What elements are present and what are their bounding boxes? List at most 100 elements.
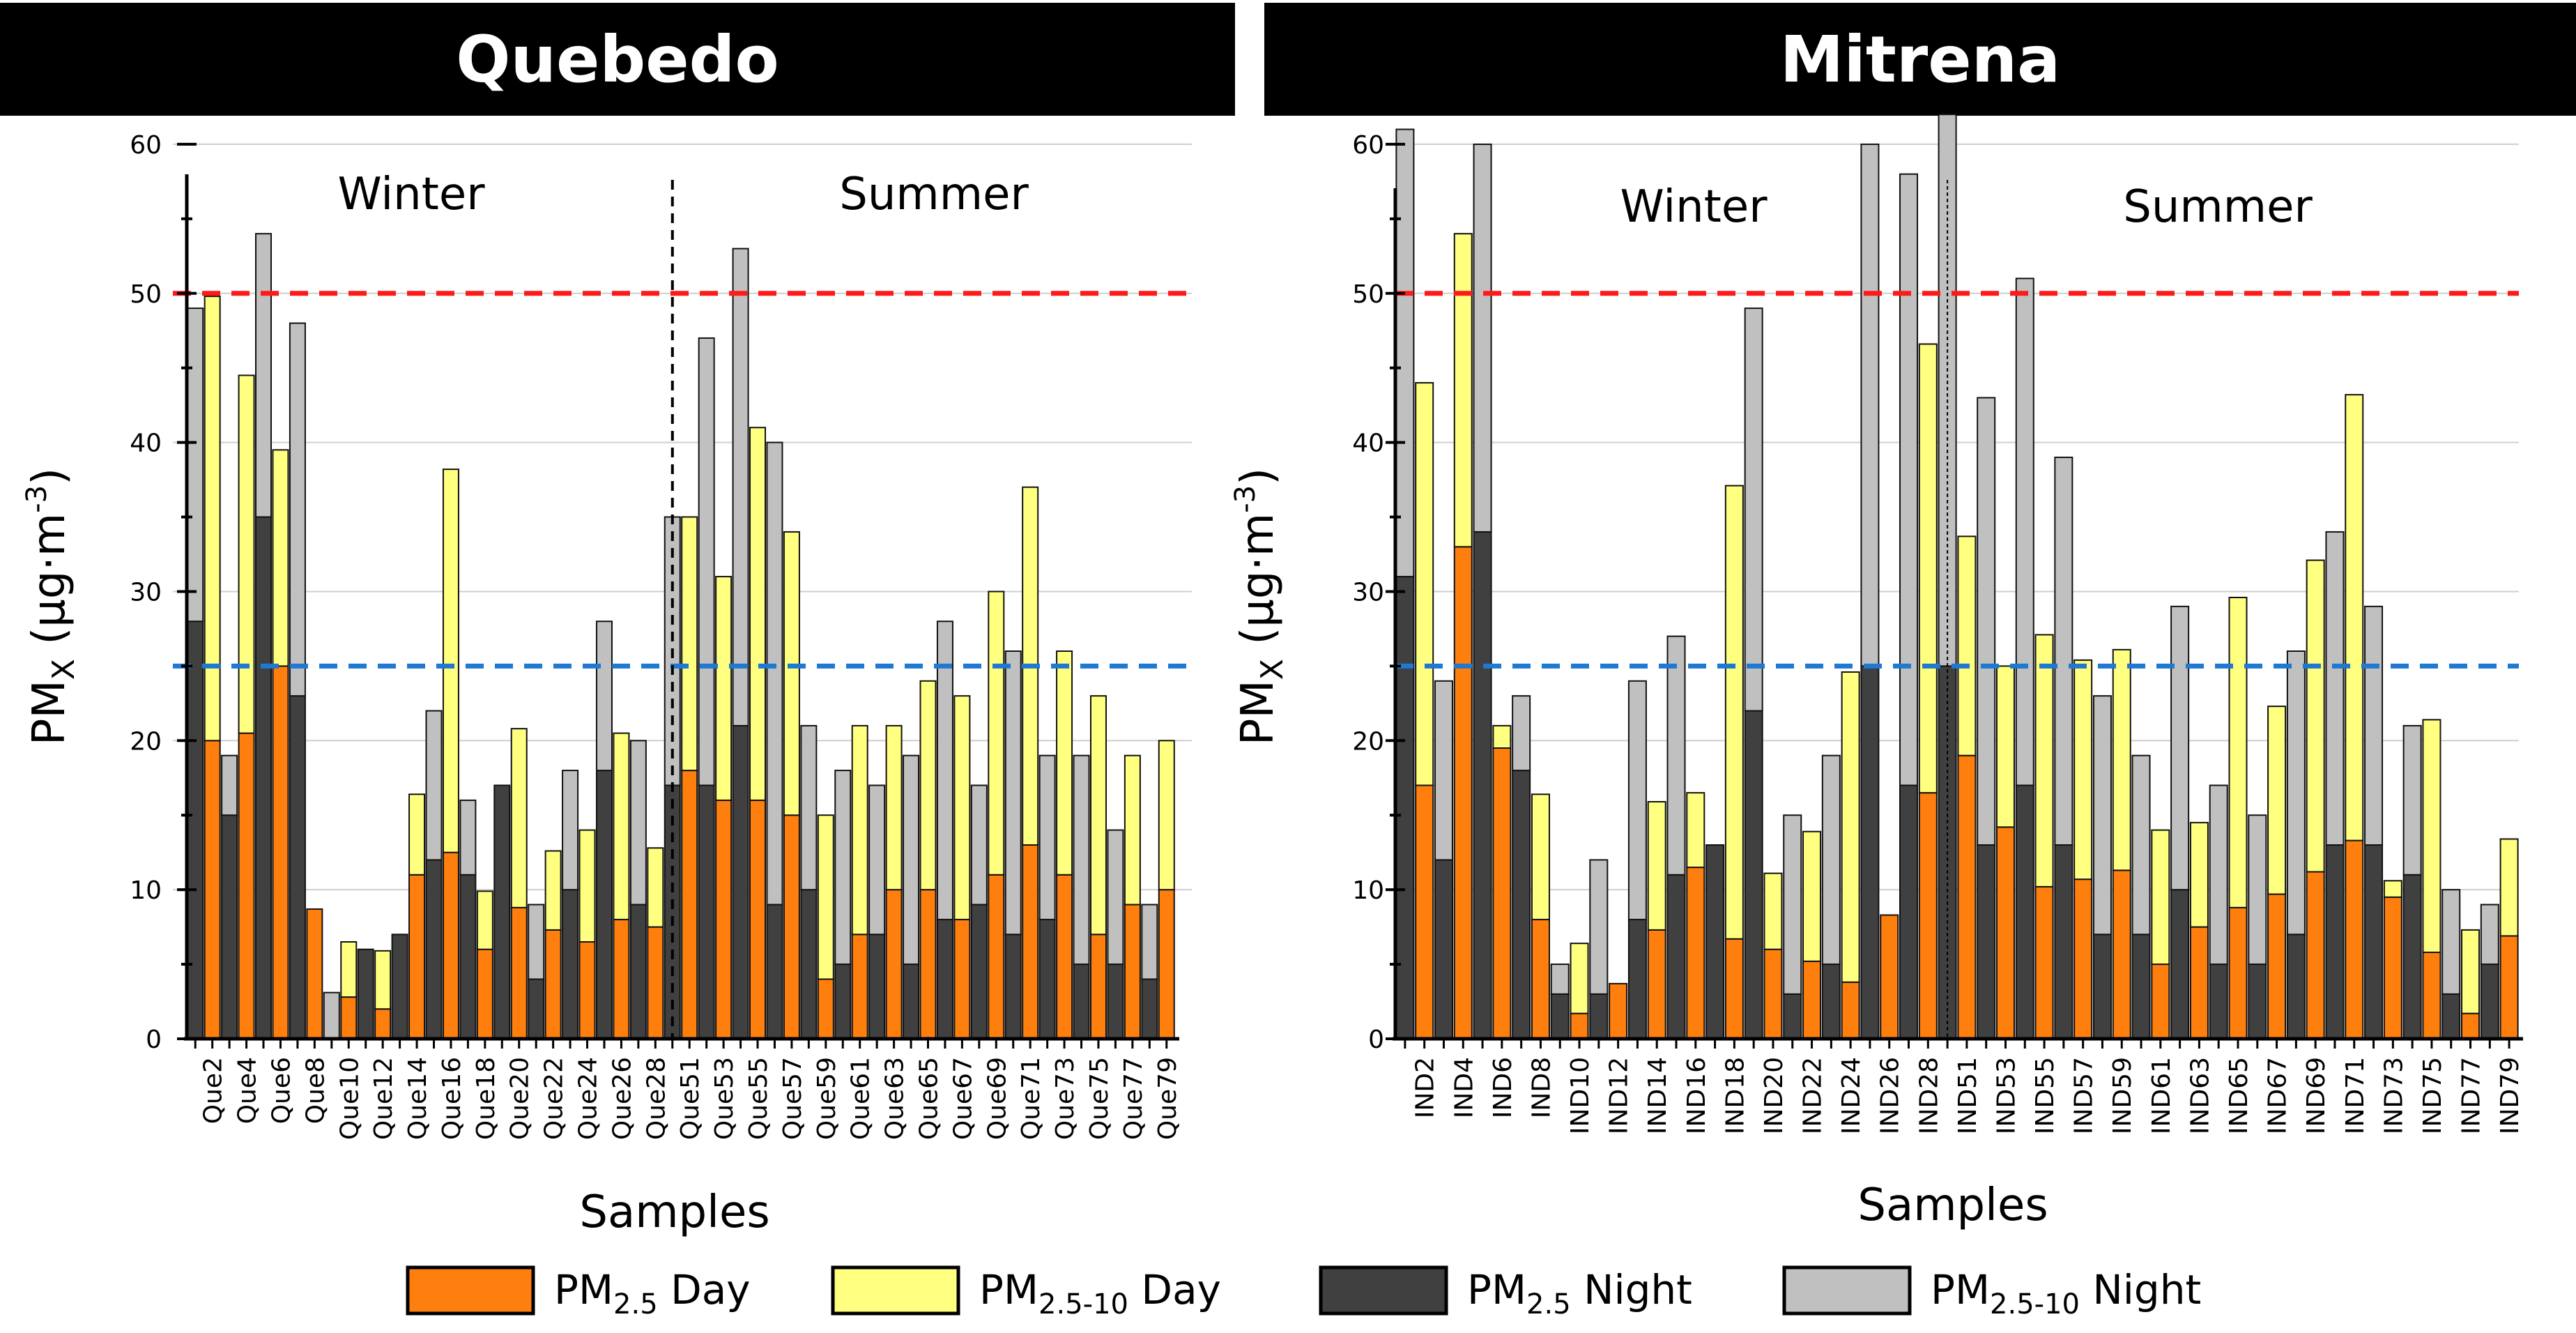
mitrena-bar-pm25-ind53 (1995, 826, 2015, 1040)
legend-label-pm25-day: PM2.5 Day (554, 1266, 751, 1320)
quebedo-bar-pm25-que66 (936, 918, 953, 1040)
mitrena-xtick-label-ind28: IND28 (1915, 1057, 1943, 1134)
quebedo-bar-pm2510-que66 (936, 620, 953, 920)
mitrena-xtick-label-ind79: IND79 (2496, 1057, 2524, 1134)
mitrena-bar-pm2510-ind78 (2480, 904, 2499, 966)
legend-label-pm2510-night: PM2.5-10 Night (1931, 1266, 2201, 1320)
quebedo-bar-pm25-que64 (903, 963, 920, 1039)
quebedo-bar-pm25-que11 (357, 948, 374, 1039)
quebedo-x-axis-title: Samples (579, 1187, 769, 1238)
mitrena-bar-pm25-ind58 (2092, 934, 2112, 1040)
quebedo-bar-pm25-que4 (238, 732, 255, 1039)
quebedo-bar-pm25-que75 (1089, 934, 1107, 1040)
mitrena-bar-pm2510-ind9 (1550, 963, 1570, 995)
quebedo-bar-pm25-que73 (1056, 874, 1073, 1040)
mitrena-bar-pm2510-ind58 (2092, 695, 2112, 936)
quebedo-bar-pm2510-que51 (681, 516, 698, 772)
quebedo-bar-pm2510-que67 (953, 695, 971, 920)
mitrena-bar-pm2510-ind24 (1841, 671, 1860, 983)
mitrena-xtick-label-ind73: IND73 (2379, 1057, 2408, 1134)
mitrena-bar-pm2510-ind59 (2112, 648, 2131, 871)
mitrena-ytick-label-10: 10 (1352, 876, 1384, 905)
quebedo-bar-pm25-que63 (885, 889, 903, 1039)
mitrena-bar-pm25-ind61 (2151, 963, 2170, 1039)
quebedo-bar-pm2510-que17 (459, 799, 477, 876)
mitrena-bar-pm25-ind7 (1512, 770, 1531, 1039)
mitrena-bar-pm25-ind13 (1627, 918, 1647, 1040)
mitrena-bar-pm25-ind79 (2499, 935, 2519, 1040)
quebedo-bar-pm25-que13 (391, 934, 408, 1040)
mitrena-bar-pm2510-ind66 (2248, 814, 2267, 966)
quebedo-bar-pm25-que10 (340, 996, 358, 1039)
quebedo-bar-pm25-que24 (578, 941, 596, 1039)
mitrena-bar-pm2510-ind21 (1783, 814, 1802, 995)
mitrena-bar-pm2510-ind10 (1570, 943, 1589, 1014)
quebedo-bar-pm2510-que76 (1107, 829, 1124, 966)
quebedo-ytick-label-30: 30 (130, 578, 162, 607)
quebedo-xtick-label-que55: Que55 (744, 1057, 773, 1140)
mitrena-bar-pm2510-ind62 (2170, 605, 2190, 891)
quebedo-xtick-label-que4: Que4 (233, 1057, 262, 1124)
mitrena-bar-pm25-ind18 (1724, 938, 1744, 1039)
quebedo-bar-pm25-que52 (698, 784, 715, 1039)
mitrena-bar-pm25-ind8 (1531, 918, 1550, 1040)
mitrena-bar-pm2510-ind67 (2267, 706, 2287, 895)
quebedo-bar-pm2510-que22 (544, 850, 562, 931)
quebedo-bar-pm2510-que63 (885, 724, 903, 891)
quebedo-bar-pm25-que53 (715, 799, 733, 1040)
quebedo-bar-pm25-que67 (953, 918, 971, 1040)
quebedo-bar-pm2510-que14 (408, 793, 426, 876)
legend-label-pm25-night: PM2.5 Night (1467, 1266, 1692, 1320)
quebedo-xtick-label-que51: Que51 (676, 1057, 705, 1140)
quebedo-xtick-label-que2: Que2 (199, 1057, 228, 1124)
quebedo-bar-pm2510-que69 (988, 591, 1005, 876)
quebedo-xtick-label-que10: Que10 (335, 1057, 364, 1140)
quebedo-ytick-label-60: 60 (130, 131, 162, 160)
quebedo-bar-pm2510-que1 (187, 307, 204, 623)
quebedo-bar-pm25-que72 (1038, 918, 1056, 1040)
mitrena-xtick-label-ind63: IND63 (2186, 1057, 2214, 1134)
quebedo-bar-pm2510-que21 (528, 904, 545, 980)
mitrena-bar-pm25-ind59 (2112, 869, 2131, 1040)
quebedo-panel: Quebedo Winter Summer 0 10 20 30 40 50 60 Que2 Que4… (0, 3, 1235, 1238)
mitrena-bar-pm25-ind23 (1821, 963, 1841, 1039)
mitrena-xtick-label-ind65: IND65 (2225, 1057, 2253, 1134)
mitrena-bar-pm2510-ind54 (2015, 277, 2034, 786)
mitrena-ytick-label-30: 30 (1352, 578, 1384, 607)
mitrena-xtick-label-ind75: IND75 (2418, 1057, 2447, 1134)
mitrena-bar-pm25-ind72 (2364, 844, 2384, 1039)
quebedo-xtick-label-que57: Que57 (779, 1057, 807, 1140)
quebedo-bar-pm2510-que78 (1141, 904, 1158, 980)
mitrena-bar-pm2510-ind28 (1918, 343, 1938, 794)
mitrena-bar-pm25-ind73 (2383, 896, 2402, 1040)
mitrena-bar-pm25-ind68 (2286, 934, 2306, 1040)
quebedo-bar-pm2510-que27 (629, 740, 647, 906)
quebedo-bar-pm25-que68 (970, 904, 988, 1039)
quebedo-bar-pm25-que27 (629, 904, 647, 1039)
mitrena-bar-pm25-ind2 (1415, 784, 1434, 1039)
mitrena-bar-pm25-ind6 (1492, 747, 1512, 1039)
mitrena-bar-pm2510-ind64 (2209, 784, 2228, 966)
quebedo-bar-pm25-que79 (1158, 889, 1175, 1039)
mitrena-bar-pm25-ind75 (2422, 951, 2441, 1040)
mitrena-bar-pm25-ind65 (2228, 906, 2248, 1040)
quebedo-xtick-label-que71: Que71 (1017, 1057, 1045, 1140)
quebedo-title: Quebedo (456, 22, 779, 97)
mitrena-bar-pm2510-ind56 (2054, 457, 2073, 846)
quebedo-bar-pm25-que25 (595, 770, 613, 1039)
mitrena-bar-pm25-ind57 (2073, 878, 2093, 1039)
mitrena-bar-pm2510-ind53 (1995, 665, 2015, 828)
mitrena-bar-pm2510-ind71 (2345, 394, 2364, 841)
quebedo-xtick-label-que75: Que75 (1085, 1057, 1114, 1140)
mitrena-bar-pm2510-ind4 (1453, 233, 1473, 548)
quebedo-bar-pm25-que23 (562, 889, 579, 1039)
quebedo-xtick-label-que18: Que18 (472, 1057, 500, 1140)
mitrena-bar-pm2510-ind19 (1744, 307, 1763, 712)
quebedo-bar-pm25-que78 (1141, 978, 1158, 1040)
mitrena-bar-pm2510-ind14 (1647, 800, 1666, 931)
quebedo-bar-pm25-que57 (783, 814, 800, 1039)
mitrena-bar-pm2510-ind74 (2402, 724, 2422, 876)
quebedo-bar-pm2510-que23 (562, 770, 579, 891)
quebedo-bar-pm25-que65 (919, 889, 937, 1039)
